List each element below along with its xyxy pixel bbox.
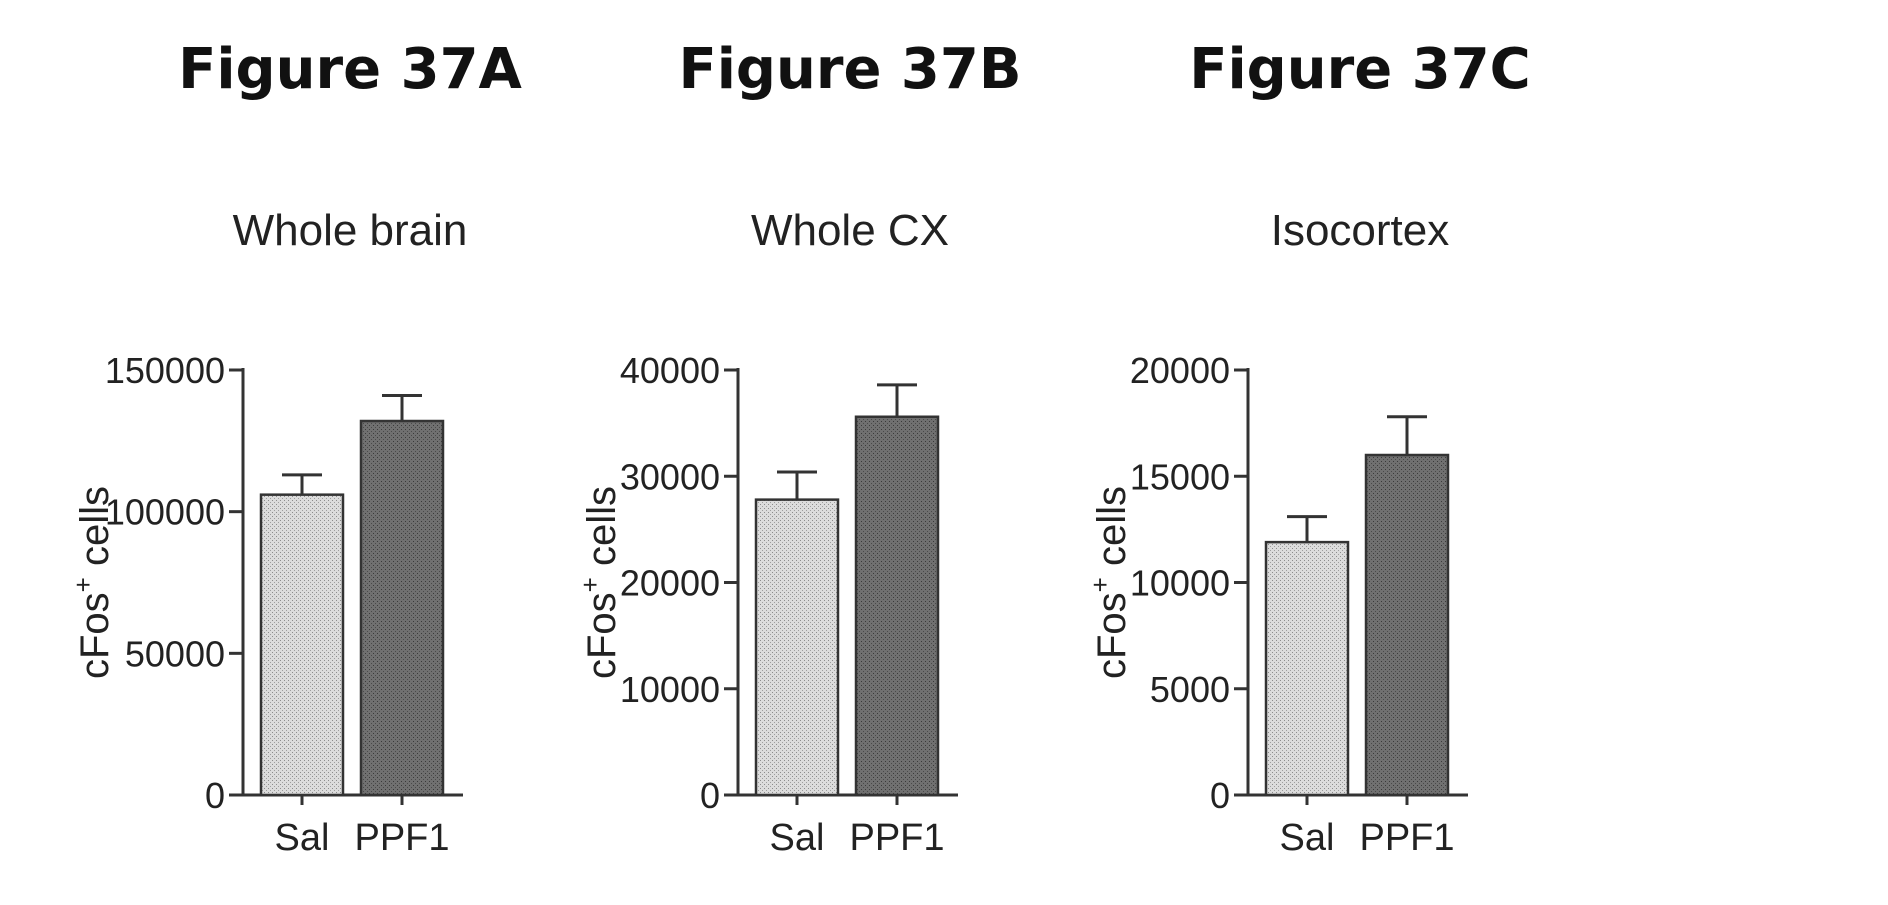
x-category-label: Sal <box>275 817 330 859</box>
y-tick-label: 15000 <box>1130 456 1230 497</box>
y-axis-label-superscript: + <box>575 577 605 592</box>
y-axis-label-suffix: cells <box>1090 486 1134 577</box>
chart-panel-1: Figure 37A Whole brain cFos+ cells 0 50000 10… <box>68 37 523 859</box>
y-tick-label: 10000 <box>620 669 720 710</box>
chart-panel-3: Figure 37C Isocortex cFos+ cells 0 5000 10000… <box>1085 37 1531 859</box>
bar-ppf1 <box>854 415 940 797</box>
y-axis-label-text: cFos <box>580 592 624 679</box>
chart-title: Isocortex <box>1271 206 1450 255</box>
bar-ppf1 <box>1364 453 1450 797</box>
bar-sal <box>259 493 345 797</box>
y-axis-label-text: cFos <box>1090 592 1134 679</box>
x-category-label: Sal <box>1280 817 1335 859</box>
bar-ppf1 <box>359 419 445 797</box>
figure-heading: Figure 37A <box>178 37 522 102</box>
bar-sal <box>1264 540 1350 797</box>
chart-title: Whole CX <box>751 206 949 255</box>
x-category-label: PPF1 <box>1359 817 1454 859</box>
figure-heading: Figure 37C <box>1189 37 1531 102</box>
y-axis-label-suffix: cells <box>580 486 624 577</box>
y-tick-label: 5000 <box>1150 669 1230 710</box>
y-tick-label: 10000 <box>1130 563 1230 604</box>
y-tick-label: 0 <box>1210 775 1230 816</box>
y-tick-label: 50000 <box>125 633 225 674</box>
chart-panel-2: Figure 37B Whole CX cFos+ cells 0 10000 20000… <box>575 37 1022 859</box>
chart-title: Whole brain <box>233 206 468 255</box>
y-axis-label: cFos+ cells <box>575 486 624 679</box>
y-axis-label: cFos+ cells <box>68 486 117 679</box>
y-tick-label: 0 <box>205 775 225 816</box>
bar-sal <box>754 498 840 797</box>
x-category-label: PPF1 <box>849 817 944 859</box>
x-category-label: PPF1 <box>354 817 449 859</box>
y-tick-label: 20000 <box>620 563 720 604</box>
y-axis-label-superscript: + <box>1085 577 1115 592</box>
y-axis-label-suffix: cells <box>73 486 117 577</box>
y-tick-label: 40000 <box>620 350 720 391</box>
y-axis-label: cFos+ cells <box>1085 486 1134 679</box>
x-category-label: Sal <box>770 817 825 859</box>
figure-heading: Figure 37B <box>678 37 1021 102</box>
y-tick-label: 20000 <box>1130 350 1230 391</box>
y-tick-label: 150000 <box>105 350 225 391</box>
y-tick-label: 30000 <box>620 456 720 497</box>
y-axis-label-text: cFos <box>73 592 117 679</box>
y-tick-label: 0 <box>700 775 720 816</box>
y-tick-label: 100000 <box>105 492 225 533</box>
y-axis-label-superscript: + <box>68 577 98 592</box>
